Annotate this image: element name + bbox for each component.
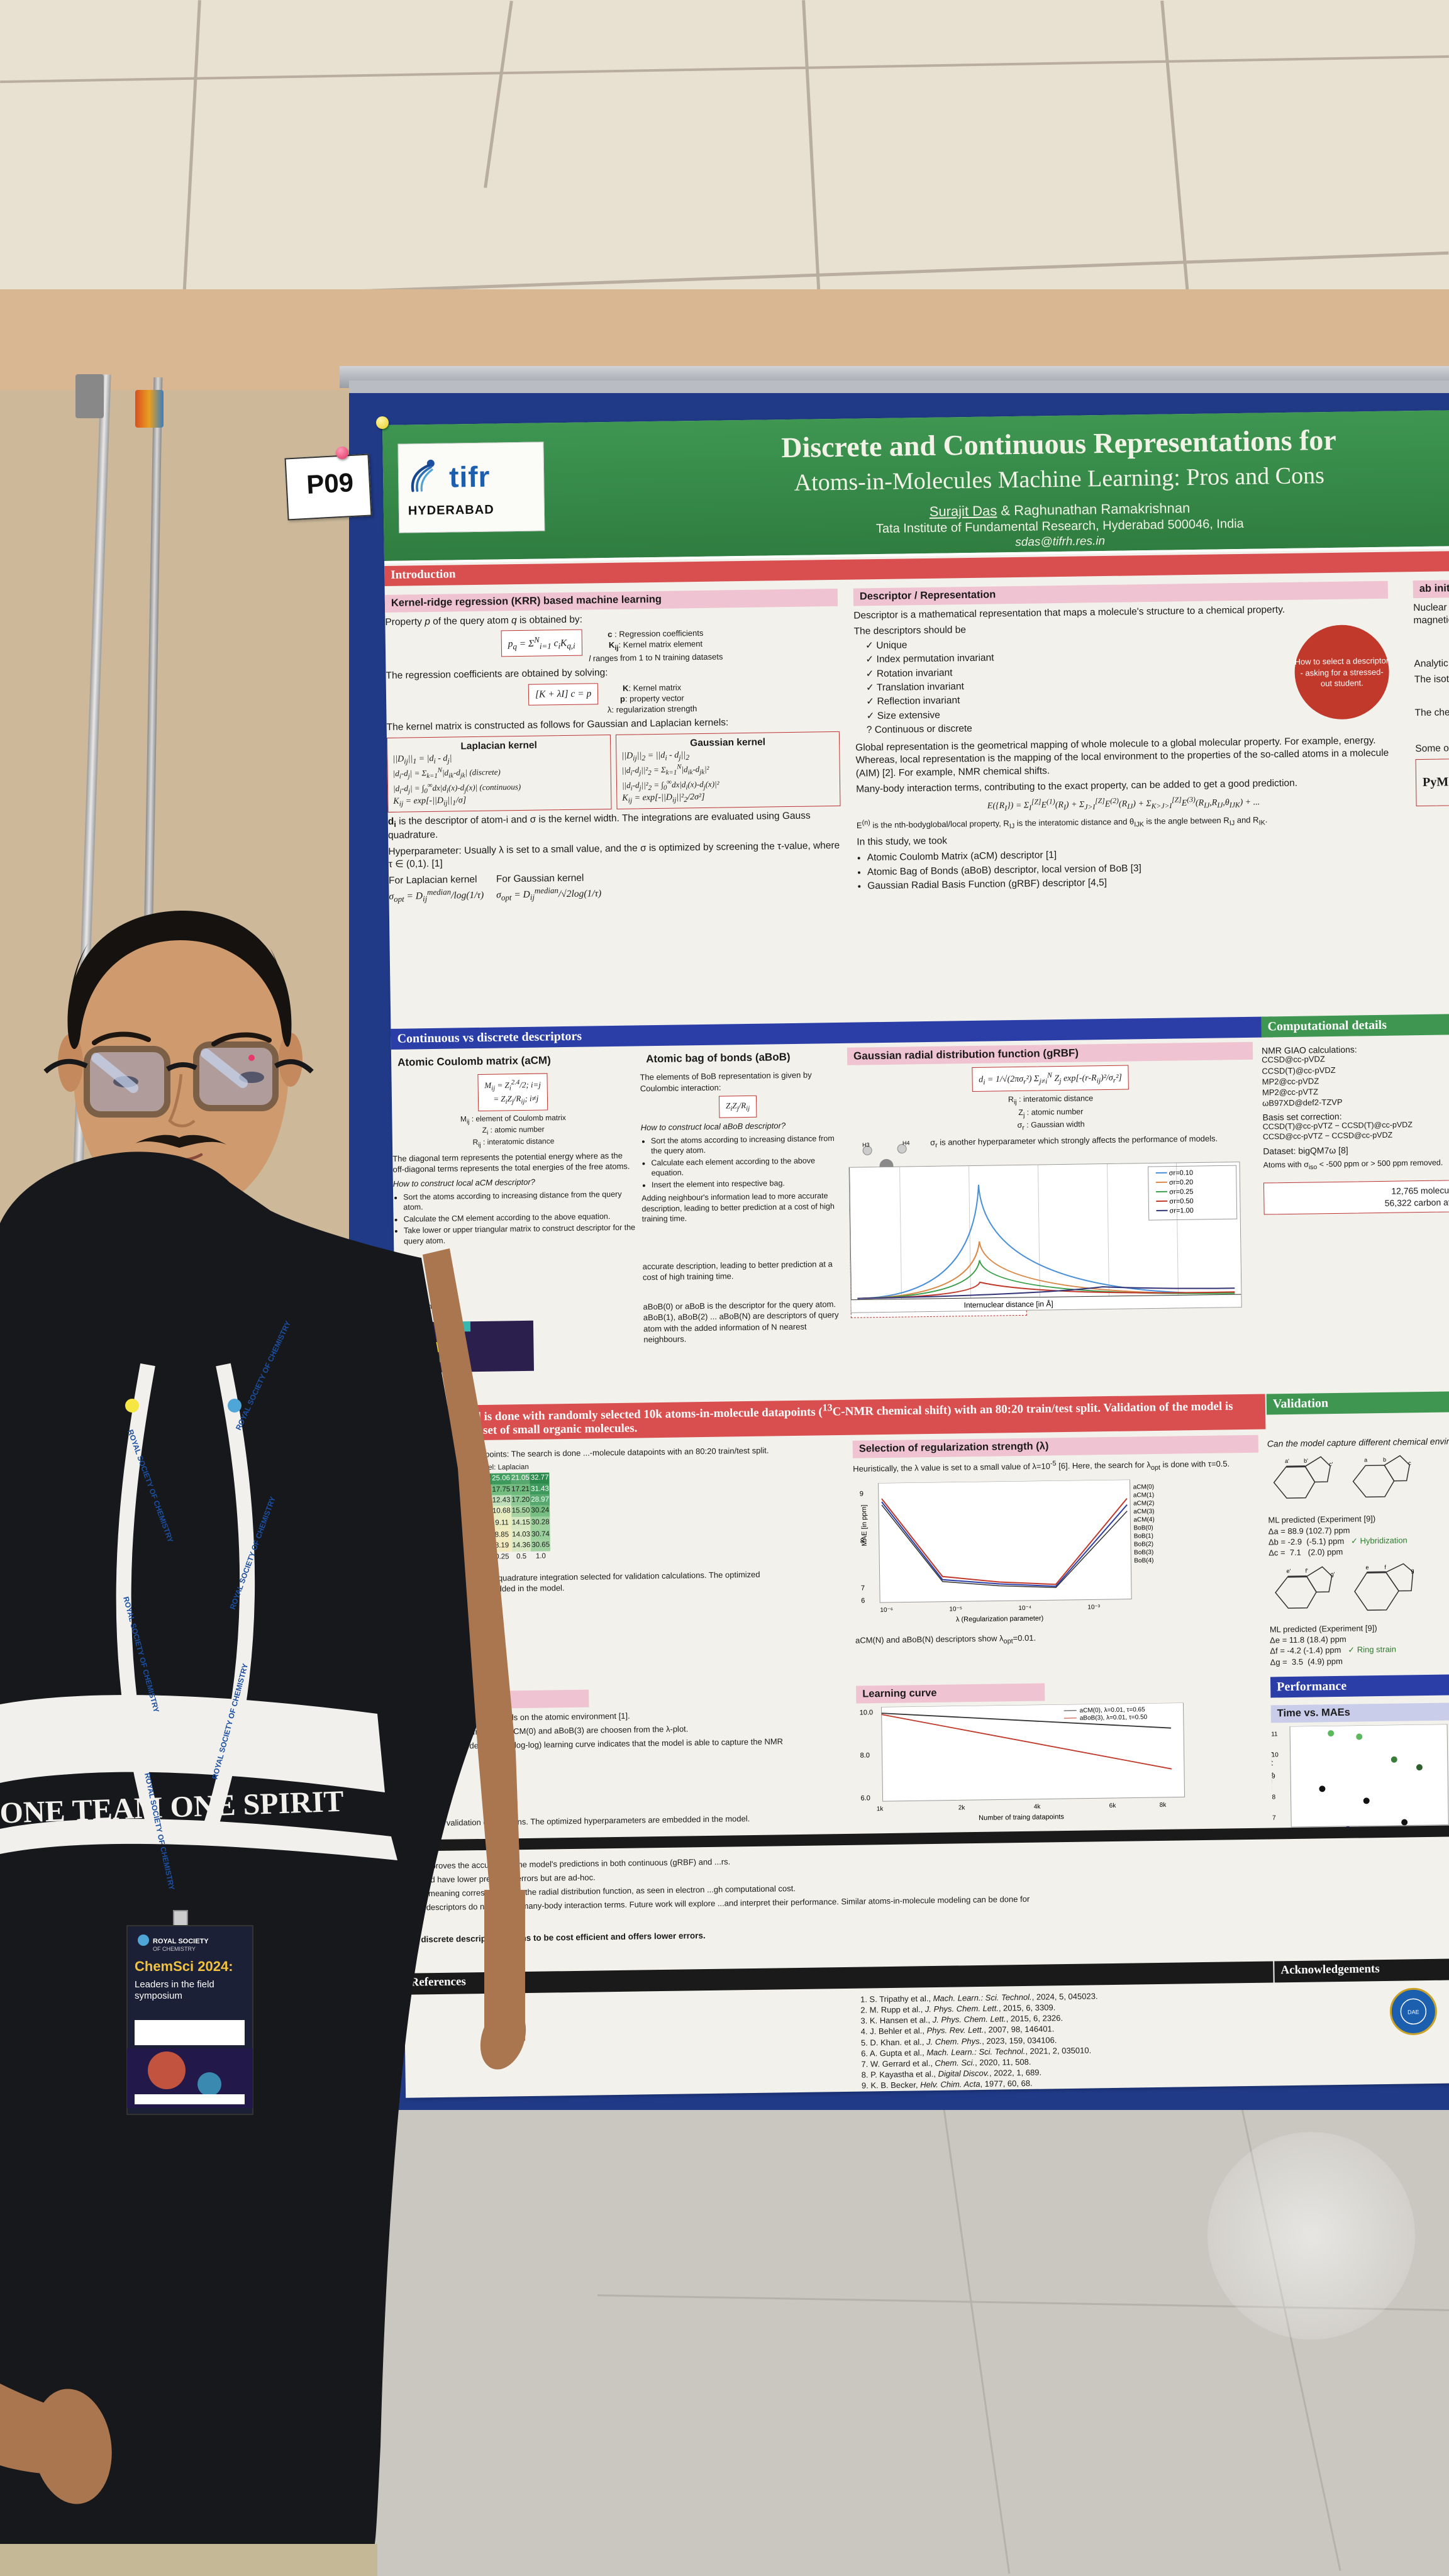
svg-text:σr=0.25: σr=0.25 <box>1169 1188 1193 1196</box>
svg-text:aCM(3): aCM(3) <box>1133 1508 1154 1515</box>
svg-text:ROYAL SOCIETY: ROYAL SOCIETY <box>153 1938 209 1945</box>
svg-text:b: b <box>1383 1457 1386 1463</box>
svg-text:1k: 1k <box>877 1806 884 1813</box>
svg-text:10⁻⁶: 10⁻⁶ <box>880 1607 893 1614</box>
svg-text:e: e <box>1365 1564 1368 1570</box>
svg-text:7: 7 <box>861 1584 865 1592</box>
svg-text:H4: H4 <box>902 1140 910 1146</box>
svg-text:6.0: 6.0 <box>860 1794 870 1802</box>
svg-text:Internuclear distance [in Å]: Internuclear distance [in Å] <box>963 1299 1053 1309</box>
svg-text:BoB(3): BoB(3) <box>1134 1549 1153 1556</box>
svg-text:8: 8 <box>1272 1794 1276 1801</box>
svg-text:aCM(2): aCM(2) <box>1133 1500 1154 1507</box>
svg-text:OF CHEMISTRY: OF CHEMISTRY <box>153 1946 196 1952</box>
svg-text:aBoB(3), λ=0.01, τ=0.50: aBoB(3), λ=0.01, τ=0.50 <box>1080 1714 1148 1722</box>
svg-text:2k: 2k <box>958 1804 966 1811</box>
svg-text:8.0: 8.0 <box>860 1752 870 1759</box>
svg-text:BoB(2): BoB(2) <box>1134 1541 1153 1548</box>
svg-text:σr=0.10: σr=0.10 <box>1169 1169 1193 1177</box>
svg-text:7: 7 <box>1272 1814 1276 1821</box>
svg-text:6k: 6k <box>1109 1802 1117 1809</box>
svg-text:11: 11 <box>1271 1731 1278 1738</box>
svg-text:10⁻³: 10⁻³ <box>1087 1604 1101 1611</box>
svg-text:c: c <box>1408 1460 1411 1467</box>
svg-text:symposium: symposium <box>135 1990 182 2001</box>
svg-text:Leaders in the field: Leaders in the field <box>135 1979 214 1990</box>
svg-text:σr=0.20: σr=0.20 <box>1169 1179 1193 1187</box>
svg-text:MAE [in ppm]: MAE [in ppm] <box>860 1504 869 1546</box>
svg-text:BoB(0): BoB(0) <box>1134 1524 1153 1531</box>
svg-text:f: f <box>1384 1564 1386 1570</box>
svg-text:aCM(1): aCM(1) <box>1133 1492 1154 1499</box>
svg-text:σr=0.50: σr=0.50 <box>1169 1197 1193 1206</box>
svg-text:b': b' <box>1304 1458 1308 1464</box>
svg-text:g': g' <box>1331 1571 1335 1577</box>
svg-text:a: a <box>1364 1457 1367 1463</box>
svg-text:BoB(1): BoB(1) <box>1134 1533 1153 1540</box>
svg-text:f': f' <box>1306 1568 1309 1574</box>
svg-text:aCM(4): aCM(4) <box>1133 1516 1154 1523</box>
svg-text:ChemSci 2024:: ChemSci 2024: <box>135 1958 233 1974</box>
svg-text:σr=1.00: σr=1.00 <box>1169 1207 1193 1215</box>
svg-text:4k: 4k <box>1034 1803 1041 1810</box>
svg-text:8k: 8k <box>1160 1802 1167 1809</box>
svg-text:λ (Regularization parameter): λ (Regularization parameter) <box>956 1614 1044 1623</box>
svg-text:10.0: 10.0 <box>860 1709 874 1716</box>
svg-text:6: 6 <box>861 1597 865 1604</box>
svg-text:10⁻⁵: 10⁻⁵ <box>949 1606 962 1613</box>
svg-text:BoB(4): BoB(4) <box>1134 1557 1153 1564</box>
svg-text:e': e' <box>1287 1568 1291 1574</box>
svg-text:H3: H3 <box>862 1141 870 1148</box>
svg-text:aCM(0): aCM(0) <box>1133 1484 1154 1491</box>
svg-text:10⁻⁴: 10⁻⁴ <box>1018 1605 1031 1612</box>
svg-text:g: g <box>1411 1567 1414 1574</box>
svg-text:c': c' <box>1329 1462 1333 1468</box>
svg-text:aCM(0), λ=0.01, τ=0.65: aCM(0), λ=0.01, τ=0.65 <box>1080 1706 1146 1714</box>
svg-text:DAE: DAE <box>1407 2009 1419 2015</box>
svg-text:a': a' <box>1285 1458 1289 1464</box>
svg-text:9: 9 <box>860 1490 863 1497</box>
svg-text:Number of traing datapoints: Number of traing datapoints <box>979 1813 1064 1822</box>
